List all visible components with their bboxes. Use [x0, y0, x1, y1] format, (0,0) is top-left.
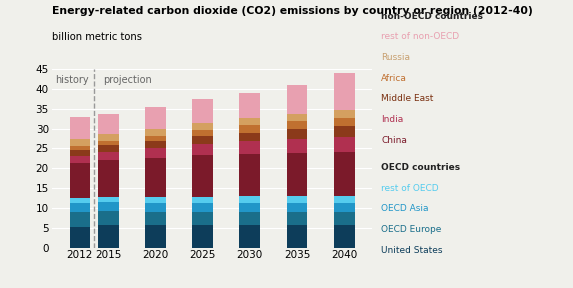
Bar: [286, 139, 307, 153]
Text: China: China: [381, 136, 407, 145]
Bar: [192, 144, 213, 155]
Bar: [192, 225, 213, 248]
Text: India: India: [381, 115, 403, 124]
Bar: [98, 113, 119, 134]
Bar: [192, 99, 213, 123]
Bar: [98, 141, 119, 145]
Bar: [69, 117, 91, 139]
Bar: [333, 203, 355, 212]
Bar: [145, 136, 166, 141]
Bar: [69, 139, 91, 146]
Bar: [286, 203, 307, 212]
Bar: [240, 132, 260, 141]
Bar: [333, 196, 355, 203]
Text: OECD Asia: OECD Asia: [381, 204, 429, 213]
Bar: [69, 163, 91, 198]
Bar: [192, 136, 213, 144]
Bar: [69, 156, 91, 163]
Bar: [98, 197, 119, 202]
Bar: [240, 93, 260, 118]
Bar: [240, 196, 260, 203]
Bar: [69, 146, 91, 150]
Bar: [333, 126, 355, 137]
Bar: [240, 203, 260, 212]
Bar: [69, 150, 91, 156]
Bar: [240, 118, 260, 126]
Bar: [240, 212, 260, 225]
Bar: [333, 110, 355, 118]
Text: rest of non-OECD: rest of non-OECD: [381, 32, 459, 41]
Bar: [286, 129, 307, 139]
Bar: [69, 227, 91, 248]
Bar: [98, 134, 119, 141]
Bar: [240, 154, 260, 196]
Bar: [145, 107, 166, 129]
Bar: [286, 114, 307, 122]
Bar: [145, 129, 166, 136]
Bar: [192, 123, 213, 130]
Bar: [286, 153, 307, 196]
Text: history: history: [56, 75, 89, 85]
Text: Russia: Russia: [381, 53, 410, 62]
Bar: [69, 212, 91, 227]
Bar: [286, 122, 307, 129]
Bar: [192, 197, 213, 203]
Bar: [69, 198, 91, 203]
Bar: [240, 225, 260, 248]
Text: Middle East: Middle East: [381, 94, 433, 103]
Bar: [192, 130, 213, 136]
Bar: [145, 149, 166, 158]
Bar: [333, 137, 355, 152]
Bar: [98, 160, 119, 197]
Text: OECD Europe: OECD Europe: [381, 225, 441, 234]
Bar: [145, 212, 166, 225]
Bar: [333, 73, 355, 110]
Bar: [145, 225, 166, 248]
Bar: [333, 152, 355, 196]
Bar: [240, 126, 260, 132]
Bar: [145, 203, 166, 212]
Bar: [192, 212, 213, 225]
Bar: [333, 225, 355, 248]
Text: Africa: Africa: [381, 74, 407, 83]
Text: OECD countries: OECD countries: [381, 163, 460, 172]
Bar: [286, 85, 307, 114]
Bar: [286, 196, 307, 203]
Text: billion metric tons: billion metric tons: [52, 32, 142, 42]
Bar: [192, 203, 213, 212]
Text: rest of OECD: rest of OECD: [381, 184, 439, 193]
Bar: [69, 203, 91, 212]
Bar: [145, 197, 166, 203]
Bar: [98, 145, 119, 152]
Bar: [98, 152, 119, 160]
Bar: [192, 155, 213, 197]
Bar: [240, 141, 260, 154]
Text: United States: United States: [381, 246, 442, 255]
Bar: [333, 212, 355, 225]
Bar: [145, 141, 166, 149]
Bar: [286, 212, 307, 225]
Bar: [286, 225, 307, 248]
Text: non-OECD countries: non-OECD countries: [381, 12, 483, 20]
Bar: [98, 211, 119, 225]
Bar: [145, 158, 166, 197]
Bar: [98, 202, 119, 211]
Text: Energy-related carbon dioxide (CO2) emissions by country or region (2012-40): Energy-related carbon dioxide (CO2) emis…: [52, 6, 532, 16]
Bar: [98, 225, 119, 248]
Bar: [333, 118, 355, 126]
Text: projection: projection: [104, 75, 152, 85]
